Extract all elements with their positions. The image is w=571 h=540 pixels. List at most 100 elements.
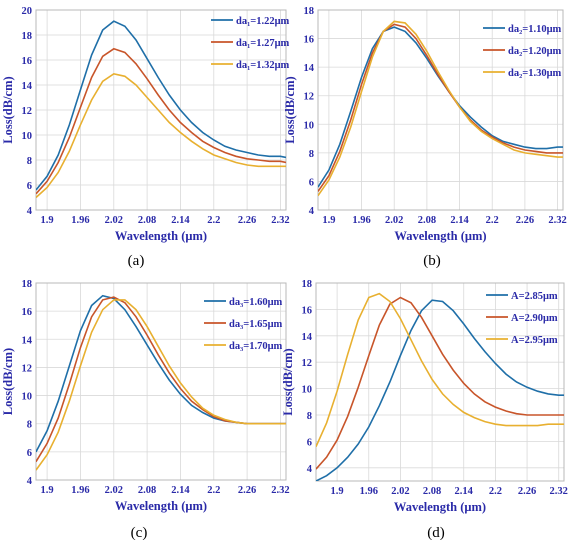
x-tick-label: 2.26 bbox=[518, 486, 536, 497]
x-tick-label: 2.32 bbox=[271, 215, 289, 226]
panel-caption: (a) bbox=[128, 253, 145, 269]
y-tick-label: 16 bbox=[22, 307, 33, 318]
series-line-2 bbox=[316, 296, 564, 470]
y-tick-label: 12 bbox=[302, 358, 313, 369]
x-tick-label: 2.08 bbox=[138, 215, 156, 226]
legend-entry: A=2.95μm bbox=[511, 335, 558, 346]
y-tick-label: 14 bbox=[22, 81, 33, 92]
x-axis-label: Wavelength (μm) bbox=[115, 229, 207, 243]
x-tick-label: 2.14 bbox=[171, 485, 190, 496]
x-tick-label: 1.9 bbox=[322, 215, 335, 226]
x-tick-label: 2.2 bbox=[207, 485, 220, 496]
x-tick-label: 2.08 bbox=[418, 215, 436, 226]
y-tick-label: 10 bbox=[22, 392, 33, 403]
x-tick-label: 1.96 bbox=[352, 215, 370, 226]
x-tick-label: 2.26 bbox=[516, 215, 534, 226]
legend-entry: da₂=1.30μm bbox=[508, 68, 562, 79]
y-tick-label: 4 bbox=[309, 206, 315, 217]
x-axis-label: Wavelength (μm) bbox=[394, 500, 486, 514]
y-axis-label: Loss(dB/cm) bbox=[1, 76, 15, 143]
y-tick-label: 10 bbox=[22, 131, 33, 142]
y-tick-label: 16 bbox=[304, 35, 315, 46]
y-tick-label: 16 bbox=[302, 305, 313, 316]
y-tick-label: 4 bbox=[27, 476, 33, 487]
y-tick-label: 8 bbox=[307, 411, 312, 422]
y-tick-label: 14 bbox=[302, 332, 313, 343]
legend-entry: da₁=1.32μm bbox=[236, 60, 290, 71]
panel-caption: (d) bbox=[427, 525, 445, 540]
legend-entry: A=2.85μm bbox=[511, 291, 558, 302]
series-line-1 bbox=[316, 299, 564, 481]
y-tick-label: 10 bbox=[302, 385, 313, 396]
x-tick-label: 2.08 bbox=[423, 486, 441, 497]
y-tick-label: 18 bbox=[22, 31, 33, 42]
chart-panel-1: 1.9 1.96 2.02 2.08 2.14 2.2 2.26 2.32 4 6 8 10 12 14 1… bbox=[1, 6, 290, 269]
y-tick-label: 12 bbox=[22, 363, 33, 374]
series-line-3 bbox=[36, 72, 286, 199]
x-tick-label: 2.26 bbox=[238, 215, 256, 226]
x-tick-label: 2.32 bbox=[271, 485, 289, 496]
x-tick-label: 1.96 bbox=[71, 485, 89, 496]
y-axis-label: Loss(dB/cm) bbox=[281, 348, 295, 415]
series-line-3 bbox=[36, 299, 286, 471]
y-axis-label: Loss(dB/cm) bbox=[283, 76, 297, 143]
panel-caption: (b) bbox=[423, 253, 441, 269]
legend-entry: da₁=1.27μm bbox=[236, 38, 290, 49]
plot-frame bbox=[35, 9, 287, 211]
series-line-2 bbox=[318, 23, 563, 192]
y-tick-label: 8 bbox=[27, 420, 32, 431]
x-tick-label: 2.02 bbox=[105, 215, 123, 226]
y-tick-label: 6 bbox=[27, 181, 32, 192]
plot-frame bbox=[317, 9, 564, 211]
y-tick-label: 6 bbox=[309, 177, 314, 188]
legend-entry: da₂=1.20μm bbox=[508, 46, 562, 57]
x-tick-label: 2.26 bbox=[238, 485, 256, 496]
x-tick-label: 2.02 bbox=[391, 486, 409, 497]
x-tick-label: 2.2 bbox=[489, 486, 502, 497]
y-tick-label: 18 bbox=[22, 279, 33, 290]
x-axis-label: Wavelength (μm) bbox=[394, 229, 486, 243]
y-tick-label: 4 bbox=[27, 206, 33, 217]
x-tick-label: 2.2 bbox=[207, 215, 220, 226]
y-tick-label: 20 bbox=[22, 6, 33, 17]
y-tick-label: 16 bbox=[22, 56, 33, 67]
y-tick-label: 4 bbox=[307, 464, 313, 475]
chart-panel-2: 1.9 1.96 2.02 2.08 2.14 2.2 2.26 2.32 4 6 8 10 12 14 1… bbox=[283, 6, 567, 269]
y-tick-label: 6 bbox=[307, 437, 312, 448]
y-tick-label: 8 bbox=[309, 149, 314, 160]
y-tick-label: 12 bbox=[304, 92, 315, 103]
x-tick-label: 1.9 bbox=[41, 485, 54, 496]
series-line-3 bbox=[318, 20, 563, 197]
x-tick-label: 2.02 bbox=[105, 485, 123, 496]
x-tick-label: 2.14 bbox=[450, 215, 469, 226]
plot-frame bbox=[315, 282, 565, 482]
x-tick-label: 1.96 bbox=[360, 486, 378, 497]
y-tick-label: 18 bbox=[304, 6, 315, 17]
chart-panel-4: 1.9 1.96 2.02 2.08 2.14 2.2 2.26 2.32 4 6 8 10 12 14 1… bbox=[281, 279, 568, 540]
chart-panel-3: 1.9 1.96 2.02 2.08 2.14 2.2 2.26 2.32 4 6 8 10 12 14 1… bbox=[1, 279, 290, 540]
y-tick-label: 14 bbox=[22, 335, 33, 346]
y-tick-label: 10 bbox=[304, 120, 315, 131]
x-tick-label: 2.14 bbox=[171, 215, 190, 226]
plot-frame bbox=[35, 282, 287, 481]
y-tick-label: 8 bbox=[27, 156, 32, 167]
legend-entry: A=2.90μm bbox=[511, 313, 558, 324]
legend-entry: da₃=1.60μm bbox=[229, 297, 283, 308]
y-tick-label: 14 bbox=[304, 63, 315, 74]
x-tick-label: 1.9 bbox=[331, 486, 344, 497]
x-tick-label: 1.9 bbox=[41, 215, 54, 226]
panel-caption: (c) bbox=[131, 525, 148, 540]
x-tick-label: 2.14 bbox=[455, 486, 474, 497]
series-line-1 bbox=[36, 20, 286, 191]
y-tick-label: 6 bbox=[27, 448, 32, 459]
series-line-2 bbox=[36, 47, 286, 195]
legend-entry: da₂=1.10μm bbox=[508, 24, 562, 35]
x-tick-label: 2.08 bbox=[138, 485, 156, 496]
legend-entry: da₃=1.65μm bbox=[229, 319, 283, 330]
x-tick-label: 2.02 bbox=[385, 215, 403, 226]
series-line-3 bbox=[316, 292, 564, 448]
x-axis-label: Wavelength (μm) bbox=[115, 499, 207, 513]
x-tick-label: 2.32 bbox=[548, 215, 566, 226]
y-tick-label: 12 bbox=[22, 106, 33, 117]
